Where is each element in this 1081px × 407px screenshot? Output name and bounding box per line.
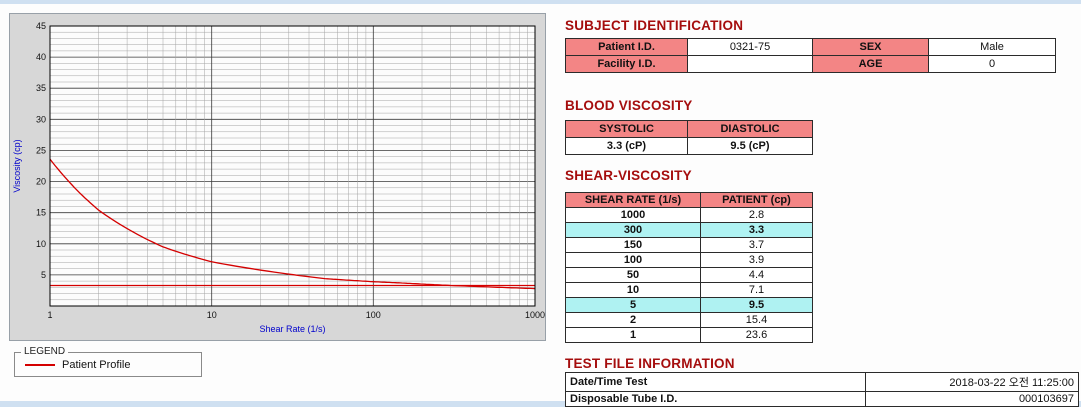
- shear-rate-cell: 150: [565, 237, 701, 253]
- legend-item-label: Patient Profile: [62, 359, 131, 371]
- svg-text:100: 100: [366, 310, 381, 320]
- viscosity-cell: 3.7: [700, 237, 813, 253]
- svg-text:15: 15: [36, 208, 46, 218]
- top-border-strip: [0, 0, 1081, 4]
- patient-cp-header: PATIENT (cp): [700, 192, 813, 208]
- table-row: SYSTOLIC DIASTOLIC: [565, 120, 813, 138]
- facility-id-label: Facility I.D.: [565, 55, 688, 73]
- table-row: Disposable Tube I.D. 000103697: [565, 391, 1079, 407]
- disposable-tube-id-label: Disposable Tube I.D.: [565, 391, 866, 407]
- svg-text:35: 35: [36, 83, 46, 93]
- sex-value: Male: [928, 38, 1056, 56]
- shear-rate-cell: 1: [565, 327, 701, 343]
- table-row: Facility I.D. AGE 0: [565, 55, 1056, 73]
- age-label: AGE: [812, 55, 929, 73]
- legend-item-patient-profile: Patient Profile: [25, 359, 201, 371]
- shear-rate-cell: 100: [565, 252, 701, 268]
- table-row: 300 3.3: [565, 222, 813, 238]
- patient-id-label: Patient I.D.: [565, 38, 688, 56]
- table-row: 150 3.7: [565, 237, 813, 253]
- diastolic-header: DIASTOLIC: [687, 120, 813, 138]
- svg-text:10: 10: [36, 239, 46, 249]
- date-time-test-label: Date/Time Test: [565, 372, 866, 392]
- diastolic-value: 9.5 (cP): [687, 137, 813, 155]
- date-time-test-value: 2018-03-22 오전 11:25:00: [865, 372, 1079, 392]
- subject-identification-title: SUBJECT IDENTIFICATION: [565, 18, 744, 33]
- shear-rate-cell: 300: [565, 222, 701, 238]
- shear-viscosity-table: SHEAR RATE (1/s) PATIENT (cp) 1000 2.8 3…: [565, 192, 813, 343]
- viscosity-cell: 3.9: [700, 252, 813, 268]
- svg-text:Viscosity (cp): Viscosity (cp): [12, 139, 22, 192]
- viscosity-cell: 9.5: [700, 297, 813, 313]
- shear-rate-cell: 10: [565, 282, 701, 298]
- shear-rate-cell: 1000: [565, 207, 701, 223]
- blood-viscosity-title: BLOOD VISCOSITY: [565, 98, 693, 113]
- svg-text:1000: 1000: [525, 310, 545, 320]
- table-row: 2 15.4: [565, 312, 813, 328]
- table-row: 3.3 (cP) 9.5 (cP): [565, 137, 813, 155]
- table-row: Patient I.D. 0321-75 SEX Male: [565, 38, 1056, 56]
- subject-identification-table: Patient I.D. 0321-75 SEX Male Facility I…: [565, 38, 1056, 73]
- viscosity-cell: 2.8: [700, 207, 813, 223]
- viscosity-chart: 5 10 15 20 25 30 35 40 45 1 10 100 1000 Shear Rate (1…: [10, 14, 545, 345]
- patient-id-value: 0321-75: [687, 38, 813, 56]
- svg-text:5: 5: [41, 270, 46, 280]
- legend-title: LEGEND: [21, 346, 69, 357]
- table-header-row: SHEAR RATE (1/s) PATIENT (cp): [565, 192, 813, 208]
- svg-text:10: 10: [207, 310, 217, 320]
- table-row: 1 23.6: [565, 327, 813, 343]
- svg-text:20: 20: [36, 177, 46, 187]
- shear-rate-cell: 2: [565, 312, 701, 328]
- disposable-tube-id-value: 000103697: [865, 391, 1079, 407]
- svg-text:40: 40: [36, 52, 46, 62]
- shear-viscosity-title: SHEAR-VISCOSITY: [565, 168, 692, 183]
- viscosity-chart-panel: 5 10 15 20 25 30 35 40 45 1 10 100 1000 Shear Rate (1…: [9, 13, 546, 341]
- table-row: Date/Time Test 2018-03-22 오전 11:25:00: [565, 372, 1079, 392]
- table-row: 100 3.9: [565, 252, 813, 268]
- shear-rate-cell: 5: [565, 297, 701, 313]
- svg-text:45: 45: [36, 21, 46, 31]
- table-row: 10 7.1: [565, 282, 813, 298]
- table-row: 5 9.5: [565, 297, 813, 313]
- table-row: 50 4.4: [565, 267, 813, 283]
- viscosity-cell: 15.4: [700, 312, 813, 328]
- patient-profile-line-sample: [25, 364, 55, 366]
- sex-label: SEX: [812, 38, 929, 56]
- systolic-value: 3.3 (cP): [565, 137, 688, 155]
- viscosity-cell: 3.3: [700, 222, 813, 238]
- shear-rate-header: SHEAR RATE (1/s): [565, 192, 701, 208]
- age-value: 0: [928, 55, 1056, 73]
- bottom-border-strip: [0, 401, 1081, 407]
- svg-text:Shear Rate (1/s): Shear Rate (1/s): [259, 324, 325, 334]
- viscosity-cell: 7.1: [700, 282, 813, 298]
- systolic-header: SYSTOLIC: [565, 120, 688, 138]
- test-file-information-title: TEST FILE INFORMATION: [565, 356, 735, 371]
- svg-text:30: 30: [36, 114, 46, 124]
- chart-legend: LEGEND Patient Profile: [14, 346, 202, 377]
- table-row: 1000 2.8: [565, 207, 813, 223]
- svg-text:25: 25: [36, 145, 46, 155]
- shear-rate-cell: 50: [565, 267, 701, 283]
- viscosity-cell: 4.4: [700, 267, 813, 283]
- viscosity-cell: 23.6: [700, 327, 813, 343]
- svg-text:1: 1: [47, 310, 52, 320]
- blood-viscosity-table: SYSTOLIC DIASTOLIC 3.3 (cP) 9.5 (cP): [565, 120, 813, 155]
- facility-id-value: [687, 55, 813, 73]
- test-file-information-table: Date/Time Test 2018-03-22 오전 11:25:00 Di…: [565, 372, 1079, 407]
